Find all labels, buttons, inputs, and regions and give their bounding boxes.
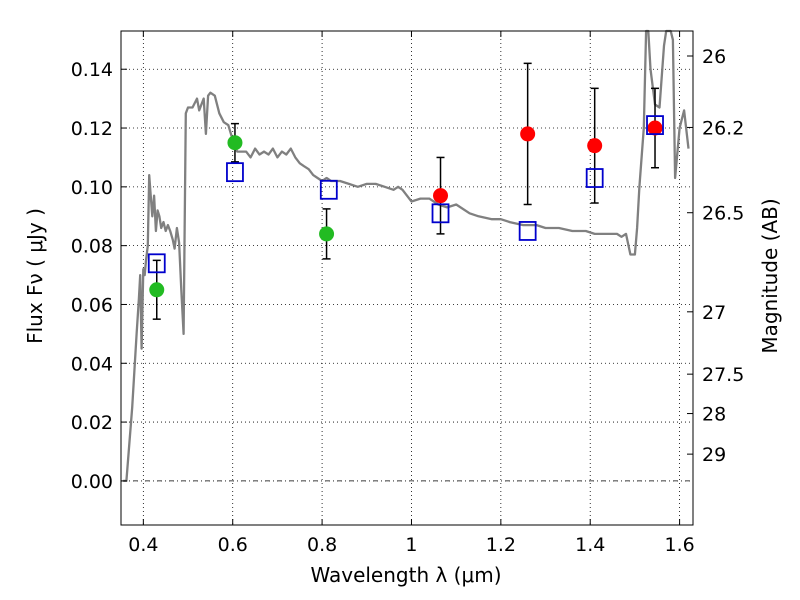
y-tick-label: 0.00 [71,471,113,493]
y2-tick-label: 27 [702,302,726,324]
model-square-marker [431,203,450,224]
y2-axis-title: Magnitude (AB) [758,198,782,353]
x-tick-label: 1.2 [486,534,516,556]
photometry-point [319,226,335,242]
photometry-point [587,138,603,154]
y-tick-label: 0.08 [71,236,113,258]
y2-tick-label: 29 [702,444,726,466]
y2-tick-label: 26.5 [702,203,744,225]
spectrum-line [123,29,690,483]
photometry-point [520,126,536,142]
photometry-point [227,135,243,151]
x-tick-label: 0.8 [307,534,337,556]
y-tick-label: 0.12 [71,118,113,140]
y-axis-title: Flux Fν ( μJy ) [23,208,47,344]
y-tick-label: 0.10 [71,177,113,199]
model-square-marker [226,162,244,183]
x-tick-label: 0.6 [218,534,248,556]
y2-tick-label: 26 [702,46,726,68]
y-tick-label: 0.04 [71,353,113,375]
y-tick-label: 0.06 [71,294,113,316]
tick-labels: 0.4 0.6 0.8 1 1.2 1.4 1.6 0.00 0.02 0.04 0.06 0.08 0… [71,46,745,556]
photometry-point [647,120,663,136]
model-square-marker [646,115,664,135]
x-axis-title: Wavelength λ (μm) [310,563,501,587]
plot-frame [120,30,694,526]
photometry-point [149,282,165,298]
y2-tick-label: 28 [702,404,726,426]
y2-tick-label: 26.2 [702,117,744,139]
y-tick-label: 0.14 [71,59,113,81]
y2-tick-label: 27.5 [702,364,744,386]
photometry-point [433,188,449,204]
model-square-marker [585,168,604,188]
x-tick-label: 0.4 [128,534,158,556]
model-spectrum [123,29,690,483]
y-tick-label: 0.02 [71,412,113,434]
model-square-marker [147,253,166,274]
axis-ticks [121,31,693,525]
photometry-markers [147,115,664,298]
model-square-marker [518,221,537,241]
x-tick-label: 1 [405,534,417,556]
model-square-marker [319,179,338,200]
x-tick-label: 1.4 [575,534,605,556]
x-tick-label: 1.6 [664,534,694,556]
